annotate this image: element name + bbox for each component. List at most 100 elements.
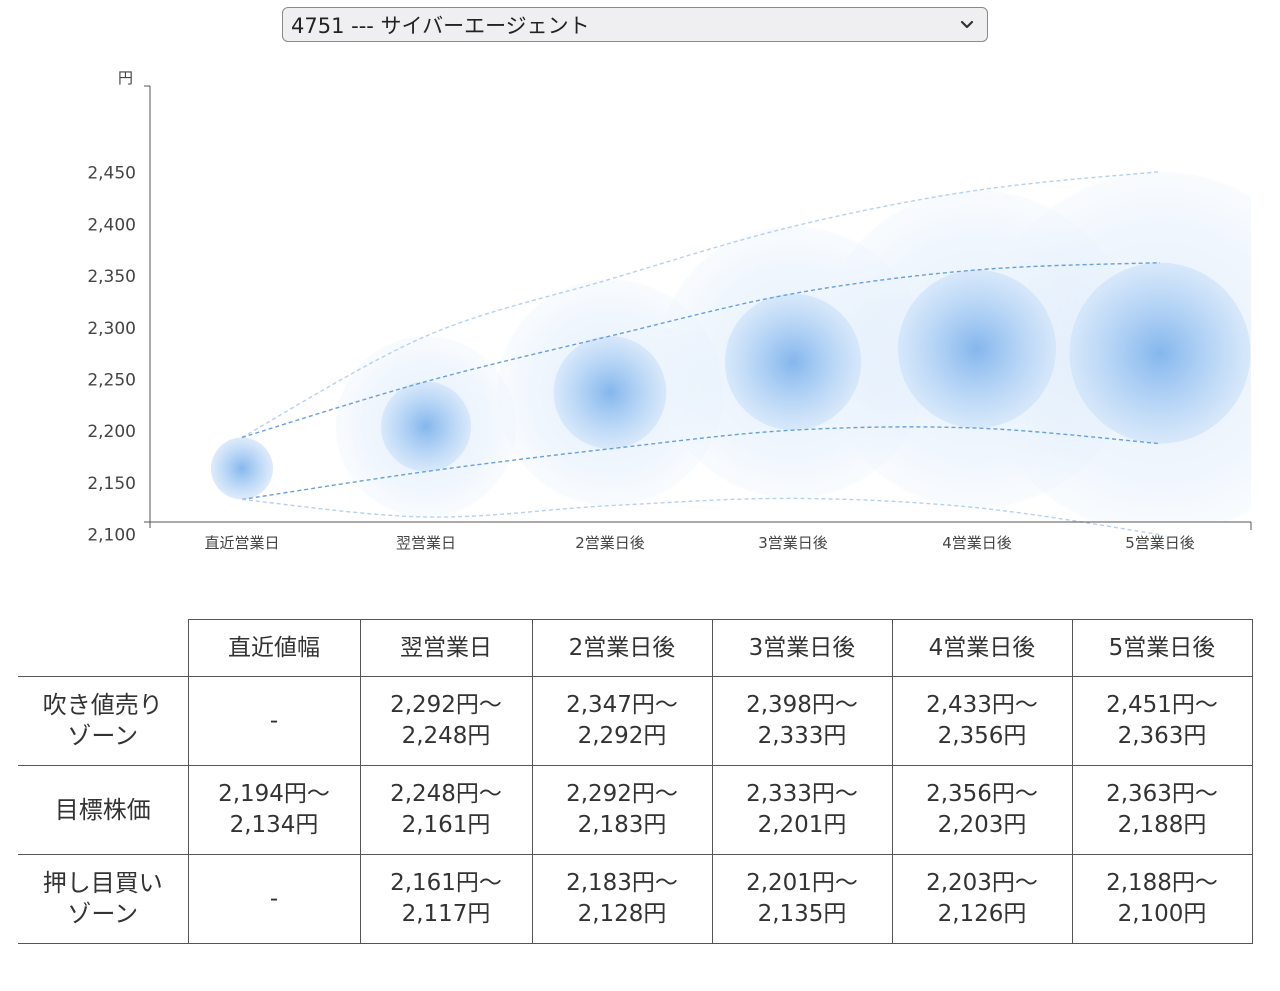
table-cell: 2,398円〜 2,333円 <box>711 676 893 766</box>
cell-value-line: 2,451円〜 <box>1106 692 1218 718</box>
cell-value-line: 2,292円〜 <box>390 692 502 718</box>
target-bubble <box>724 293 862 431</box>
table-column-header: 5営業日後 <box>1071 619 1253 677</box>
row-header-line: ゾーン <box>67 900 139 928</box>
table-cell: - <box>187 854 361 944</box>
chart-axes: 円 2,100 2,150 2,200 2,250 2,300 2,350 2,400 2,45… <box>87 69 1252 552</box>
table-cell: 2,347円〜 2,292円 <box>531 676 713 766</box>
cell-value-line: - <box>269 885 279 912</box>
target-bubble <box>897 269 1057 429</box>
stock-selector-value: 4751 --- サイバーエージェント <box>291 13 590 38</box>
cell-value-line: 2,333円〜 <box>746 781 858 807</box>
y-tick-label: 2,150 <box>87 474 136 494</box>
cell-value-line: 2,183円 <box>577 812 667 838</box>
cell-value-line: 2,188円 <box>1117 812 1207 838</box>
chevron-down-icon <box>960 20 974 28</box>
forecast-chart: 円 2,100 2,150 2,200 2,250 2,300 2,350 2,400 2,45… <box>87 69 1252 552</box>
table-column-header: 4営業日後 <box>891 619 1073 677</box>
row-header-line: 目標株価 <box>54 795 151 824</box>
zone-boundary-lines <box>241 170 1161 536</box>
table-cell: 2,203円〜 2,126円 <box>891 854 1073 944</box>
cell-value-line: 2,128円 <box>577 901 667 927</box>
cell-value-line: 2,347円〜 <box>566 692 678 718</box>
table-row-header: 吹き値売り ゾーン <box>18 676 189 766</box>
cell-value-line: 2,292円〜 <box>566 781 678 807</box>
y-tick-label: 2,100 <box>87 526 136 546</box>
cell-value-line: 2,161円〜 <box>390 870 502 896</box>
x-tick-label: 2営業日後 <box>575 534 645 552</box>
zone-line <box>241 170 1161 439</box>
table-row-header: 目標株価 <box>18 765 189 855</box>
x-tick-label: 直近営業日 <box>204 534 279 552</box>
cell-value-line: 2,363円 <box>1117 723 1207 749</box>
cell-value-line: 2,201円〜 <box>746 870 858 896</box>
table-cell: 2,433円〜 2,356円 <box>891 676 1073 766</box>
table-cell: 2,188円〜 2,100円 <box>1071 854 1253 944</box>
cell-value-line: 2,248円〜 <box>390 781 502 807</box>
x-tick-label: 3営業日後 <box>758 534 828 552</box>
stock-selector[interactable]: 4751 --- サイバーエージェント <box>282 7 988 42</box>
row-header-line: 押し目買い <box>42 869 163 897</box>
table-cell: 2,194円〜 2,134円 <box>187 765 361 855</box>
table-cell: 2,451円〜 2,363円 <box>1071 676 1253 766</box>
table-cell: 2,333円〜 2,201円 <box>711 765 893 855</box>
cell-value-line: 2,203円〜 <box>926 870 1038 896</box>
row-header-line: ゾーン <box>67 722 139 750</box>
table-cell: 2,363円〜 2,188円 <box>1071 765 1253 855</box>
target-bubble <box>210 437 274 500</box>
cell-value-line: 2,248円 <box>401 723 491 749</box>
y-axis-unit-label: 円 <box>118 69 133 87</box>
table-column-header: 翌営業日 <box>359 619 533 677</box>
table-cell: 2,183円〜 2,128円 <box>531 854 713 944</box>
y-tick-label: 2,450 <box>87 164 136 184</box>
cell-value-line: 2,183円〜 <box>566 870 678 896</box>
cell-value-line: 2,117円 <box>401 901 491 927</box>
cell-value-line: 2,356円 <box>937 723 1027 749</box>
x-tick-label: 4営業日後 <box>942 534 1012 552</box>
table-row: 吹き値売りゾーン - 2,292円〜 2,248円 2,347円〜 2,292円 2,398… <box>18 676 1253 766</box>
table-row-header: 押し目買い ゾーン <box>18 854 189 944</box>
y-tick-label: 2,400 <box>87 215 136 235</box>
cell-value-line: 2,201円 <box>757 812 847 838</box>
table-corner-cell <box>18 619 189 677</box>
target-bubble <box>553 336 667 449</box>
cell-value-line: 2,135円 <box>757 901 847 927</box>
table-cell: 2,201円〜 2,135円 <box>711 854 893 944</box>
table-column-header: 直近値幅 <box>187 619 361 677</box>
table-column-header: 3営業日後 <box>711 619 893 677</box>
y-tick-label: 2,350 <box>87 267 136 287</box>
cell-value-line: 2,100円 <box>1117 901 1207 927</box>
cell-value-line: 2,292円 <box>577 723 667 749</box>
table-row: 目標株価 2,194円〜 2,134円 2,248円〜 2,161円 2,292円〜 2,1… <box>18 765 1253 855</box>
forecast-table: 直近値幅 翌営業日 2営業日後 3営業日後 4営業日後 5営業日後 吹き値売りゾーン - 2,… <box>18 619 1253 944</box>
zone-line <box>241 426 1161 501</box>
cell-value-line: - <box>269 707 279 734</box>
cell-value-line: 2,363円〜 <box>1106 781 1218 807</box>
zone-line <box>241 497 1161 536</box>
target-bubble <box>381 381 471 472</box>
table-column-header: 2営業日後 <box>531 619 713 677</box>
x-tick-label: 翌営業日 <box>396 534 456 552</box>
table-row: 押し目買いゾーン - 2,161円〜 2,117円 2,183円〜 2,128円 2,201… <box>18 854 1253 944</box>
table-cell: 2,292円〜 2,183円 <box>531 765 713 855</box>
table-cell: 2,356円〜 2,203円 <box>891 765 1073 855</box>
target-bubble <box>1069 262 1251 444</box>
row-header-line: 吹き値売り <box>42 691 163 719</box>
cell-value-line: 2,333円 <box>757 723 847 749</box>
y-tick-label: 2,200 <box>87 422 136 442</box>
table-cell: 2,292円〜 2,248円 <box>359 676 533 766</box>
cell-value-line: 2,398円〜 <box>746 692 858 718</box>
cell-value-line: 2,194円〜 <box>218 781 330 807</box>
cell-value-line: 2,433円〜 <box>926 692 1038 718</box>
y-tick-label: 2,300 <box>87 319 136 339</box>
cell-value-line: 2,356円〜 <box>926 781 1038 807</box>
cell-value-line: 2,203円 <box>937 812 1027 838</box>
target-zone-bubbles <box>210 262 1251 500</box>
cell-value-line: 2,134円 <box>229 812 319 838</box>
zone-line <box>241 261 1161 439</box>
table-cell: 2,161円〜 2,117円 <box>359 854 533 944</box>
cell-value-line: 2,161円 <box>401 812 491 838</box>
y-tick-label: 2,250 <box>87 371 136 391</box>
cell-value-line: 2,126円 <box>937 901 1027 927</box>
table-cell: 2,248円〜 2,161円 <box>359 765 533 855</box>
